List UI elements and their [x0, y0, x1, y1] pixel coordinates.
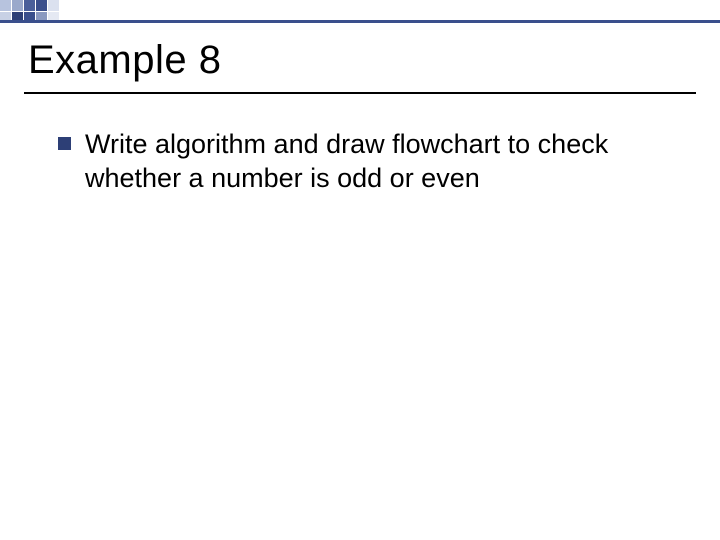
header-line: [0, 20, 720, 23]
body-text: Write algorithm and draw flowchart to ch…: [85, 128, 680, 196]
deco-cell: [36, 0, 47, 11]
deco-cell: [12, 0, 23, 11]
deco-cell: [0, 0, 11, 11]
bullet-icon: [58, 137, 71, 150]
deco-cell: [48, 0, 59, 11]
slide-title: Example 8: [28, 38, 221, 83]
deco-cell: [24, 0, 35, 11]
content-area: Write algorithm and draw flowchart to ch…: [58, 128, 680, 196]
title-underline: [24, 92, 696, 94]
